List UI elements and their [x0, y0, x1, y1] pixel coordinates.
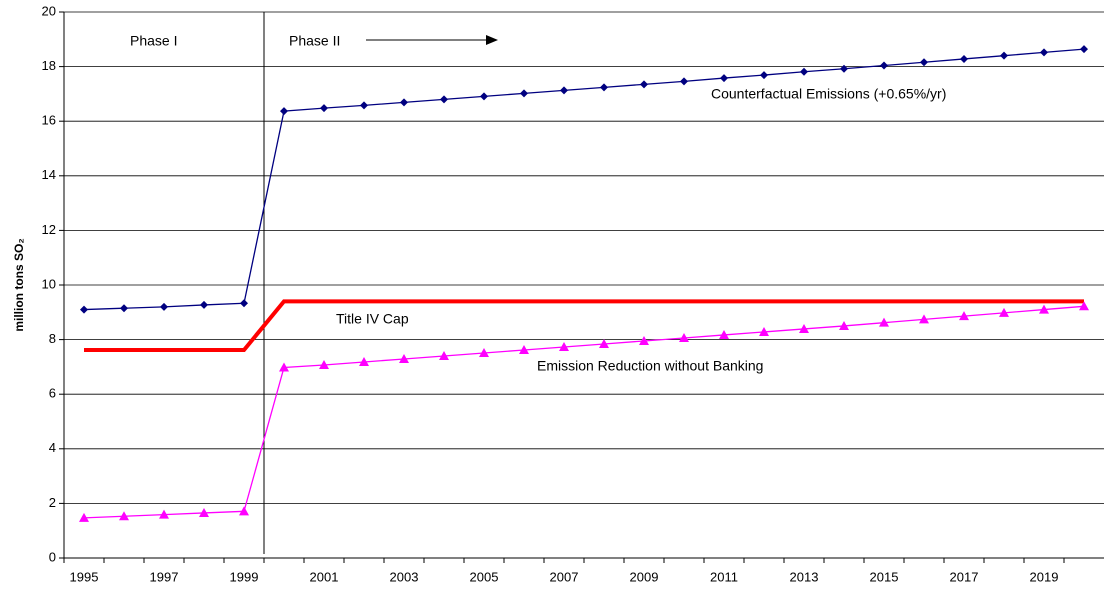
data-point — [399, 353, 409, 363]
data-point — [80, 305, 88, 314]
phase-label: Phase I — [130, 33, 177, 49]
data-point — [1080, 45, 1088, 54]
x-tick-label: 1997 — [150, 569, 179, 584]
data-point — [639, 335, 649, 345]
phase-label: Phase II — [289, 33, 340, 49]
data-point — [479, 347, 489, 357]
data-point — [840, 64, 848, 73]
data-point — [759, 326, 769, 336]
data-point — [719, 329, 729, 339]
data-point — [279, 362, 289, 372]
data-point — [560, 86, 568, 95]
data-point — [959, 311, 969, 321]
x-tick-label: 2011 — [710, 569, 738, 584]
data-point — [800, 67, 808, 76]
x-tick-label: 2017 — [950, 569, 979, 584]
data-point — [239, 506, 249, 516]
x-tick-label: 1995 — [70, 569, 99, 584]
data-point — [79, 512, 89, 522]
data-point — [359, 356, 369, 366]
data-point — [159, 509, 169, 519]
data-point — [640, 80, 648, 89]
data-point — [999, 307, 1009, 317]
x-tick-label: 2015 — [870, 569, 899, 584]
data-point — [720, 74, 728, 83]
phase-arrow-head — [486, 35, 498, 45]
series-line — [83, 48, 1085, 311]
data-point — [480, 92, 488, 101]
data-point — [320, 104, 328, 113]
data-point — [160, 302, 168, 311]
data-point — [599, 338, 609, 348]
data-point — [200, 300, 208, 309]
y-axis-label: million tons SO₂ — [12, 238, 26, 331]
plot-layer: 0 2 4 6 8 10 12 14 16 18 20 1995 1997 1999 2001 2003 200… — [42, 3, 1104, 584]
data-point — [879, 317, 889, 327]
data-point — [1040, 48, 1048, 57]
data-point — [559, 341, 569, 351]
x-tick-label: 2009 — [630, 569, 659, 584]
data-point — [520, 89, 528, 98]
data-point — [880, 61, 888, 70]
data-point — [240, 299, 248, 308]
data-point — [839, 320, 849, 330]
data-point — [119, 511, 129, 521]
data-point — [440, 95, 448, 104]
y-tick-label: 0 — [49, 549, 56, 564]
x-tick-label: 2003 — [390, 569, 419, 584]
data-point — [679, 332, 689, 342]
data-point — [919, 314, 929, 324]
series-line — [83, 305, 1085, 519]
series-line — [84, 299, 1084, 352]
y-tick-label: 2 — [49, 495, 56, 510]
x-tick-label: 2019 — [1030, 569, 1059, 584]
data-point — [960, 54, 968, 63]
data-point — [519, 344, 529, 354]
data-point — [1079, 301, 1089, 311]
x-tick-label: 2001 — [310, 569, 339, 584]
data-point — [199, 507, 209, 517]
y-tick-label: 8 — [49, 331, 56, 346]
x-tick-label: 2005 — [470, 569, 499, 584]
data-point — [120, 304, 128, 313]
data-point — [760, 71, 768, 80]
series-annotation: Title IV Cap — [336, 311, 409, 327]
data-point — [280, 107, 288, 116]
data-point — [600, 83, 608, 92]
x-tick-label: 1999 — [230, 569, 259, 584]
data-point — [319, 359, 329, 369]
data-point — [1000, 51, 1008, 60]
x-tick-label: 2013 — [790, 569, 819, 584]
y-tick-label: 14 — [42, 167, 56, 182]
data-point — [400, 98, 408, 107]
data-point — [439, 350, 449, 360]
y-tick-label: 10 — [42, 276, 56, 291]
y-tick-label: 16 — [42, 113, 56, 128]
series-annotation: Counterfactual Emissions (+0.65%/yr) — [711, 86, 946, 102]
data-point — [920, 58, 928, 67]
y-tick-label: 6 — [49, 386, 56, 401]
y-tick-label: 20 — [42, 3, 56, 18]
y-tick-label: 4 — [49, 440, 56, 455]
series-annotation: Emission Reduction without Banking — [537, 358, 763, 374]
data-point — [360, 101, 368, 110]
y-tick-label: 12 — [42, 222, 56, 237]
data-point — [799, 323, 809, 333]
y-tick-label: 18 — [42, 58, 56, 73]
data-point — [680, 77, 688, 86]
data-point — [1039, 304, 1049, 314]
x-tick-label: 2007 — [550, 569, 579, 584]
